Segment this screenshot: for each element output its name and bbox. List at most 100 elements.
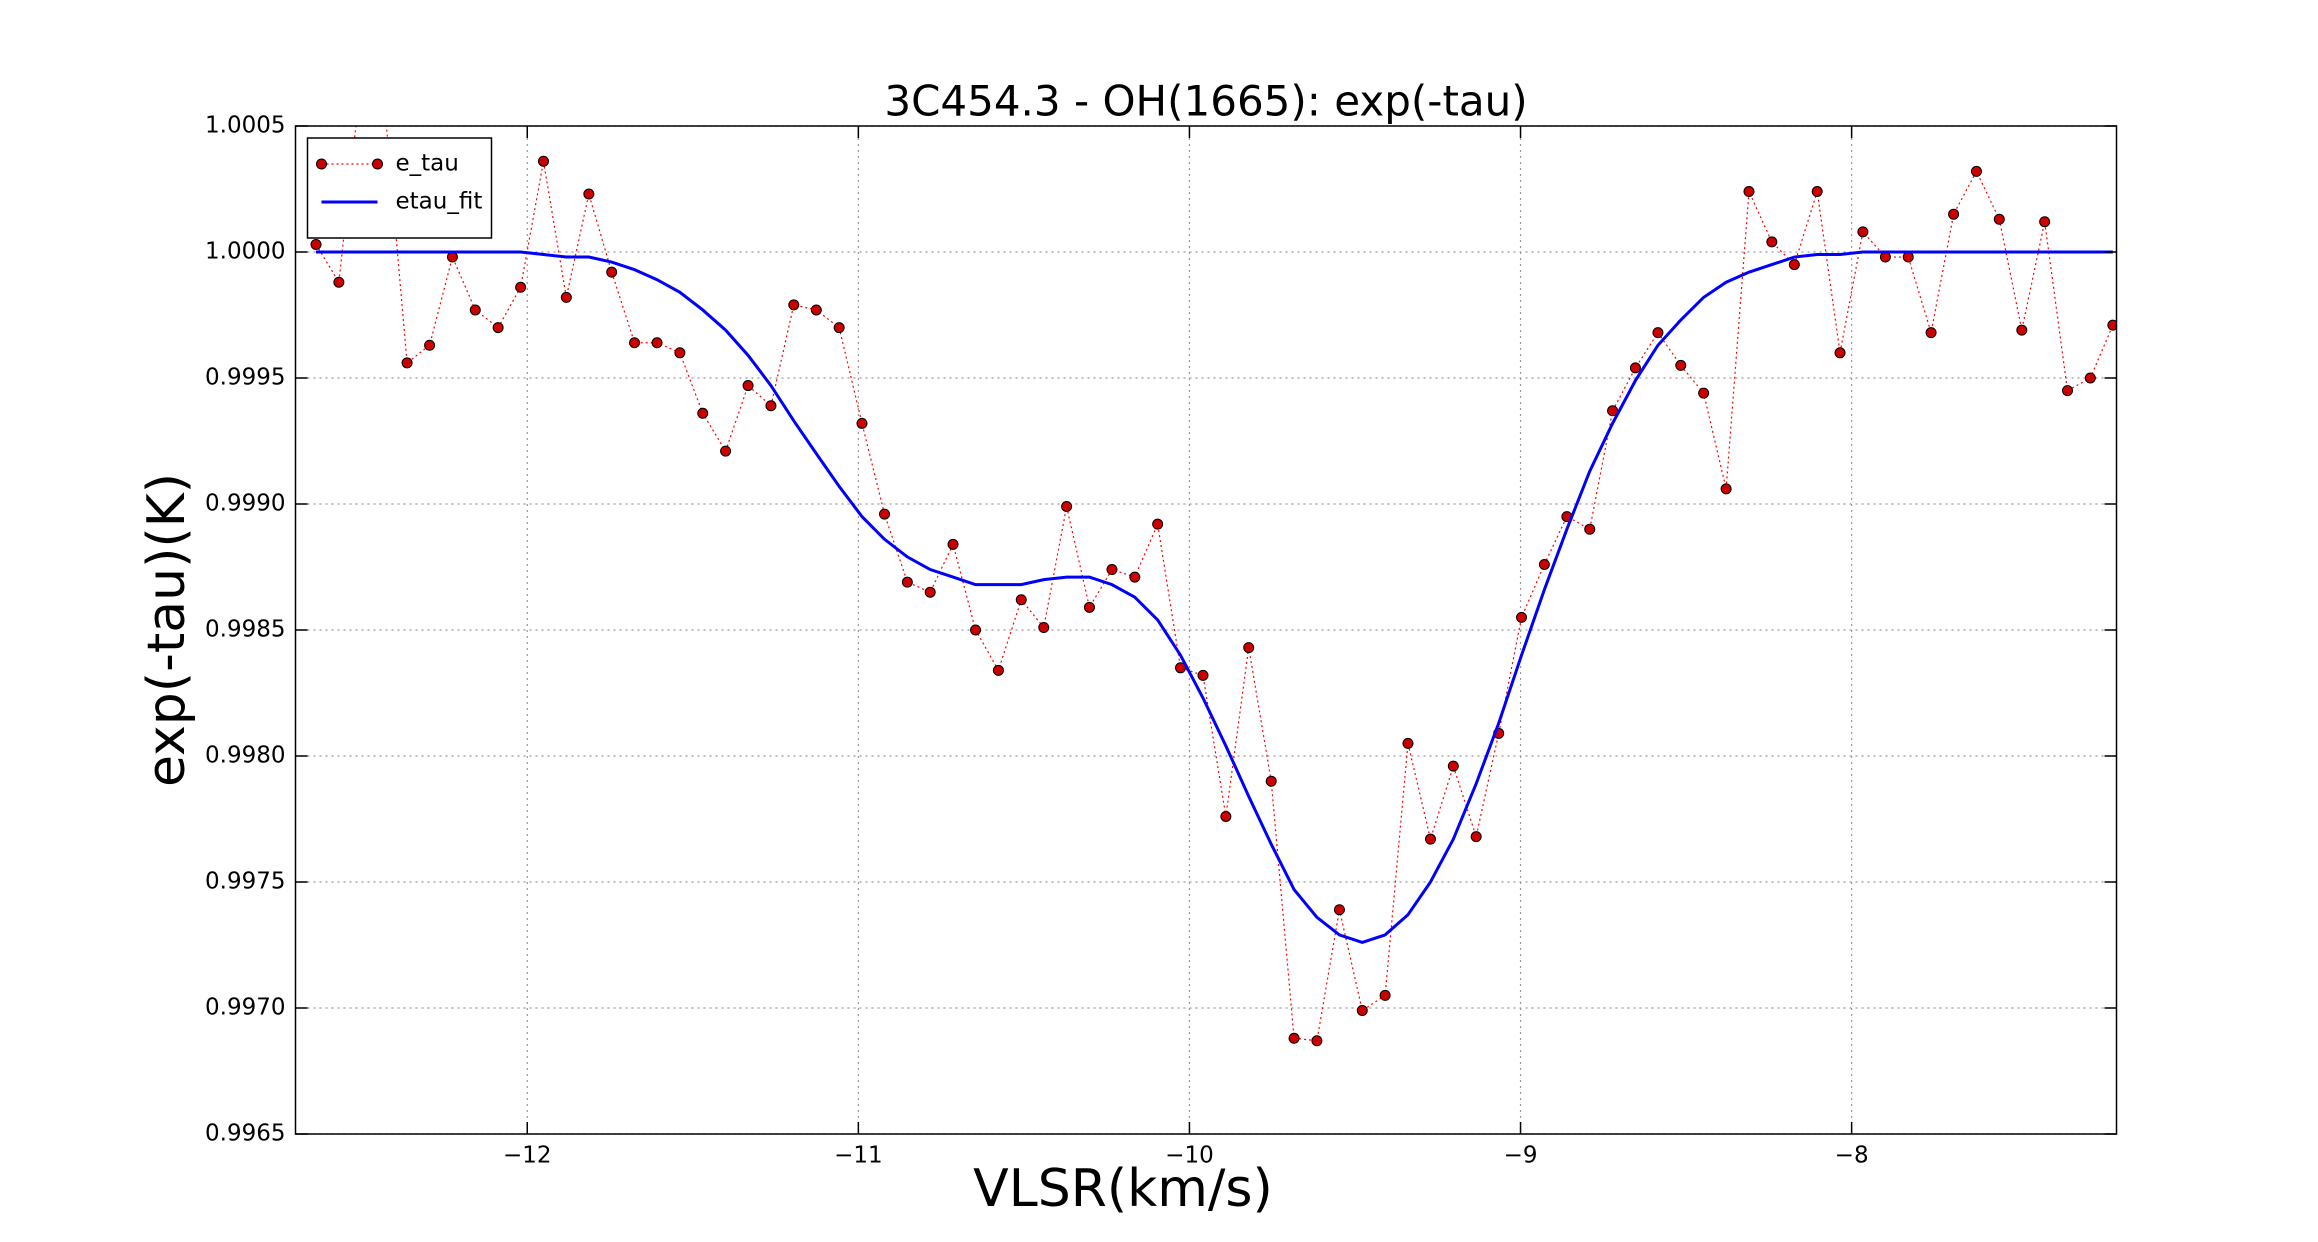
data-point bbox=[1766, 236, 1778, 248]
x-tick-label: −8 bbox=[1835, 1143, 1869, 1169]
data-point bbox=[992, 664, 1004, 676]
data-point bbox=[1925, 327, 1937, 339]
data-point bbox=[2039, 216, 2051, 228]
data-point bbox=[2016, 324, 2028, 336]
data-point bbox=[515, 281, 527, 293]
data-point bbox=[424, 339, 436, 351]
y-tick-label: 0.9995 bbox=[205, 365, 285, 391]
legend-label: e_tau bbox=[396, 151, 459, 177]
data-point bbox=[810, 304, 822, 316]
data-point bbox=[1879, 251, 1891, 263]
data-point bbox=[833, 322, 845, 334]
data-point bbox=[1447, 760, 1459, 772]
data-point bbox=[1152, 518, 1164, 530]
data-point bbox=[674, 347, 686, 359]
x-tick-label: −11 bbox=[834, 1143, 883, 1169]
data-point bbox=[1993, 213, 2005, 225]
data-point bbox=[1834, 347, 1846, 359]
data-point bbox=[1311, 1035, 1323, 1047]
data-point bbox=[1811, 186, 1823, 198]
data-point bbox=[947, 538, 959, 550]
data-point bbox=[1675, 359, 1687, 371]
data-point bbox=[1607, 405, 1619, 417]
data-point bbox=[2107, 319, 2117, 331]
y-tick-label: 0.9980 bbox=[205, 743, 285, 769]
y-tick-label: 0.9990 bbox=[205, 491, 285, 517]
legend: e_tau etau_fit bbox=[306, 137, 493, 239]
data-point bbox=[1288, 1032, 1300, 1044]
data-point bbox=[924, 586, 936, 598]
y-tick-label: 0.9965 bbox=[205, 1121, 285, 1147]
legend-label: etau_fit bbox=[396, 189, 483, 215]
data-point bbox=[1402, 737, 1414, 749]
x-tick-label: −9 bbox=[1504, 1143, 1538, 1169]
data-point bbox=[742, 380, 754, 392]
data-point bbox=[2084, 372, 2096, 384]
data-point bbox=[1743, 186, 1755, 198]
data-point bbox=[1584, 523, 1596, 535]
data-point bbox=[333, 276, 345, 288]
data-point bbox=[1106, 564, 1118, 576]
data-point bbox=[1652, 327, 1664, 339]
data-point bbox=[901, 576, 913, 588]
data-point bbox=[1015, 594, 1027, 606]
data-point bbox=[492, 322, 504, 334]
legend-box bbox=[306, 137, 493, 239]
data-point bbox=[629, 337, 641, 349]
data-point bbox=[765, 400, 777, 412]
chart-title: 3C454.3 - OH(1665): exp(-tau) bbox=[884, 77, 1527, 126]
legend-marker bbox=[316, 158, 327, 170]
series-line bbox=[316, 250, 2113, 945]
data-point bbox=[1629, 362, 1641, 374]
y-tick-label: 0.9970 bbox=[205, 995, 285, 1021]
data-point bbox=[1788, 259, 1800, 271]
data-point bbox=[537, 155, 549, 167]
grid bbox=[295, 125, 2117, 1135]
data-point bbox=[583, 188, 595, 200]
data-point bbox=[1538, 558, 1550, 570]
y-tick-label: 0.9975 bbox=[205, 869, 285, 895]
data-point bbox=[1038, 621, 1050, 633]
data-point bbox=[856, 417, 868, 429]
data-point bbox=[651, 337, 663, 349]
x-axis-label: VLSR(km/s) bbox=[973, 1159, 1273, 1219]
x-tick-label: −10 bbox=[1165, 1143, 1214, 1169]
data-point bbox=[1424, 833, 1436, 845]
data-point bbox=[1470, 831, 1482, 843]
data-point bbox=[1902, 251, 1914, 263]
data-point bbox=[1197, 669, 1209, 681]
data-point bbox=[1698, 387, 1710, 399]
data-point bbox=[1516, 611, 1528, 623]
data-point bbox=[1129, 571, 1141, 583]
y-tick-label: 1.0000 bbox=[205, 239, 285, 265]
data-point bbox=[720, 445, 732, 457]
data-point bbox=[697, 407, 709, 419]
y-axis-label: exp(-tau)(K) bbox=[137, 473, 197, 787]
y-tick-label: 0.9985 bbox=[205, 617, 285, 643]
data-point bbox=[401, 357, 413, 369]
data-point bbox=[1243, 642, 1255, 654]
data-point bbox=[469, 304, 481, 316]
y-tick-label: 1.0005 bbox=[205, 113, 285, 139]
data-point bbox=[310, 238, 322, 250]
data-point bbox=[1970, 165, 1982, 177]
ticks: −12 −11 −10 −9 −8 0.9965 0.9970 0.9975 0.9980 0.9… bbox=[205, 113, 2117, 1169]
data-point bbox=[606, 266, 618, 278]
data-point bbox=[1061, 501, 1073, 513]
data-point bbox=[1265, 775, 1277, 787]
data-point bbox=[1083, 601, 1095, 613]
data-point bbox=[788, 299, 800, 311]
data-point bbox=[1948, 208, 1960, 220]
data-point bbox=[2061, 385, 2073, 397]
data-point bbox=[1333, 904, 1345, 916]
legend-marker bbox=[372, 158, 383, 170]
x-tick-label: −12 bbox=[503, 1143, 552, 1169]
data-point bbox=[1857, 226, 1869, 238]
data-point bbox=[879, 508, 891, 520]
data-point bbox=[560, 291, 572, 303]
data-point bbox=[1379, 989, 1391, 1001]
plot-area bbox=[310, 126, 2117, 1047]
data-point bbox=[1356, 1005, 1368, 1017]
